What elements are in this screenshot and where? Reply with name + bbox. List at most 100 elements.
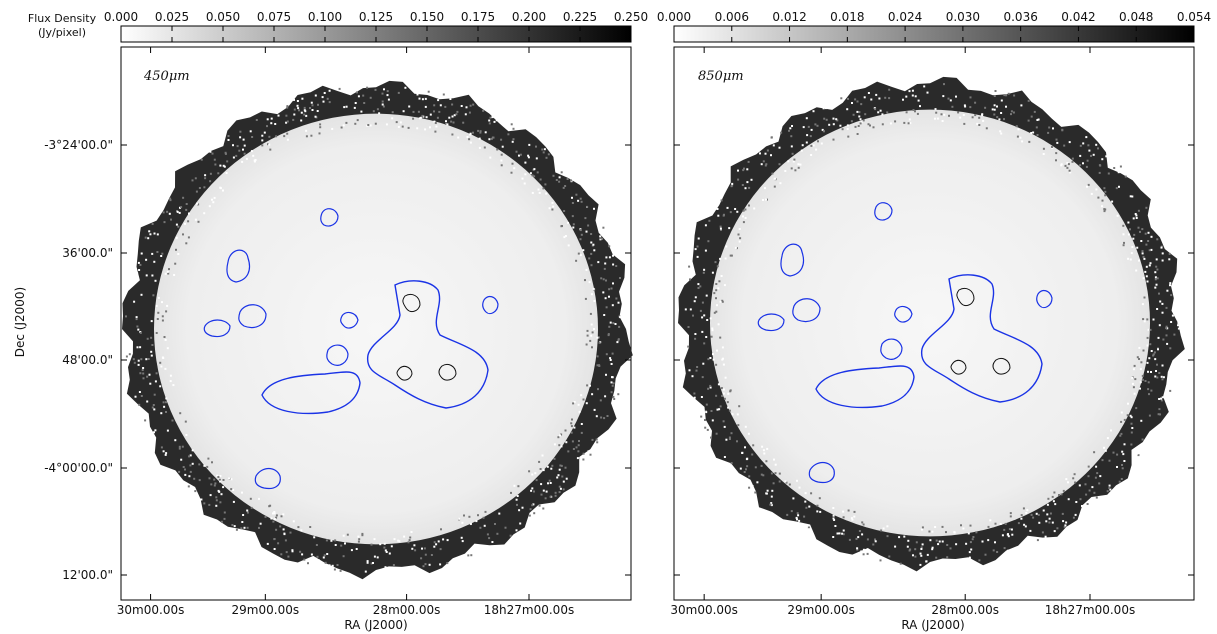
noise-pixel [839, 124, 842, 127]
noise-pixel [161, 315, 164, 318]
noise-pixel [765, 198, 767, 201]
noise-pixel [534, 472, 537, 475]
noise-pixel [589, 312, 592, 315]
noise-pixel [706, 319, 709, 321]
noise-pixel [1173, 360, 1176, 363]
noise-pixel [1158, 372, 1161, 374]
noise-pixel [816, 504, 819, 507]
noise-pixel [978, 124, 981, 126]
noise-pixel [860, 550, 863, 553]
noise-pixel [268, 135, 271, 138]
noise-pixel [1036, 119, 1039, 121]
flux-map-450 [122, 80, 633, 580]
noise-pixel [384, 566, 387, 569]
noise-pixel [857, 536, 860, 539]
noise-pixel [575, 446, 578, 449]
noise-pixel [787, 160, 790, 163]
noise-pixel [711, 327, 714, 330]
noise-pixel [766, 489, 769, 492]
noise-pixel [708, 219, 711, 222]
noise-pixel [484, 510, 487, 513]
noise-pixel [721, 346, 724, 349]
noise-pixel [381, 103, 384, 106]
noise-pixel [433, 120, 436, 123]
noise-pixel [1079, 154, 1082, 157]
noise-pixel [504, 526, 507, 529]
noise-pixel [1101, 158, 1104, 161]
noise-pixel [835, 118, 838, 121]
noise-pixel [875, 93, 878, 96]
contour-inner [956, 287, 975, 307]
noise-pixel [618, 325, 621, 328]
noise-pixel [716, 304, 718, 307]
noise-pixel [451, 133, 454, 136]
noise-pixel [496, 532, 499, 535]
noise-pixel [407, 126, 410, 129]
noise-pixel [182, 196, 185, 199]
noise-pixel [1052, 500, 1055, 503]
noise-pixel [496, 148, 499, 151]
noise-pixel [1035, 126, 1038, 129]
noise-pixel [301, 97, 304, 100]
noise-pixel [1021, 140, 1024, 143]
noise-pixel [545, 490, 548, 493]
noise-pixel [754, 466, 757, 469]
noise-pixel [340, 126, 343, 129]
noise-pixel [1029, 529, 1032, 532]
noise-pixel [1081, 505, 1083, 507]
noise-pixel [1042, 509, 1045, 512]
noise-pixel [577, 199, 580, 202]
noise-pixel [974, 101, 977, 104]
noise-pixel [589, 384, 591, 387]
noise-pixel [590, 233, 593, 235]
noise-pixel [1150, 248, 1153, 251]
noise-pixel [567, 221, 570, 224]
noise-pixel [316, 110, 319, 112]
noise-pixel [216, 474, 219, 477]
noise-pixel [179, 206, 181, 209]
noise-pixel [500, 138, 503, 141]
x-axis-title-850: RA (J2000) [901, 618, 964, 632]
noise-pixel [579, 254, 582, 257]
noise-pixel [717, 383, 720, 386]
noise-pixel [412, 117, 415, 120]
noise-pixel [300, 119, 303, 122]
noise-pixel [1009, 512, 1012, 515]
noise-pixel [134, 395, 137, 398]
noise-pixel [1127, 257, 1130, 260]
noise-pixel [142, 372, 145, 375]
noise-pixel [563, 210, 566, 212]
noise-pixel [560, 433, 563, 436]
noise-pixel [301, 553, 304, 556]
noise-pixel [500, 164, 503, 167]
noise-pixel [591, 331, 594, 334]
noise-pixel [719, 257, 722, 260]
noise-pixel [1116, 466, 1118, 468]
noise-pixel [322, 100, 325, 103]
noise-pixel [254, 159, 257, 161]
noise-pixel [435, 125, 438, 128]
noise-pixel [1158, 292, 1160, 295]
noise-pixel [164, 453, 167, 456]
noise-pixel [803, 515, 806, 518]
noise-pixel [1061, 128, 1064, 131]
noise-pixel [1065, 521, 1068, 524]
noise-pixel [869, 124, 871, 127]
noise-pixel [414, 549, 417, 552]
noise-pixel [969, 524, 972, 527]
noise-pixel [369, 96, 372, 99]
noise-pixel [1133, 392, 1136, 395]
noise-pixel [178, 211, 181, 214]
noise-pixel [147, 237, 150, 240]
noise-pixel [273, 511, 276, 513]
noise-pixel [812, 534, 815, 537]
noise-pixel [556, 162, 559, 165]
noise-pixel [1156, 308, 1159, 310]
noise-pixel [531, 174, 534, 177]
noise-pixel [577, 252, 580, 255]
noise-pixel [1171, 314, 1174, 317]
noise-pixel [1052, 127, 1054, 130]
noise-pixel [533, 490, 535, 493]
noise-pixel [513, 484, 516, 487]
noise-pixel [1157, 348, 1159, 351]
